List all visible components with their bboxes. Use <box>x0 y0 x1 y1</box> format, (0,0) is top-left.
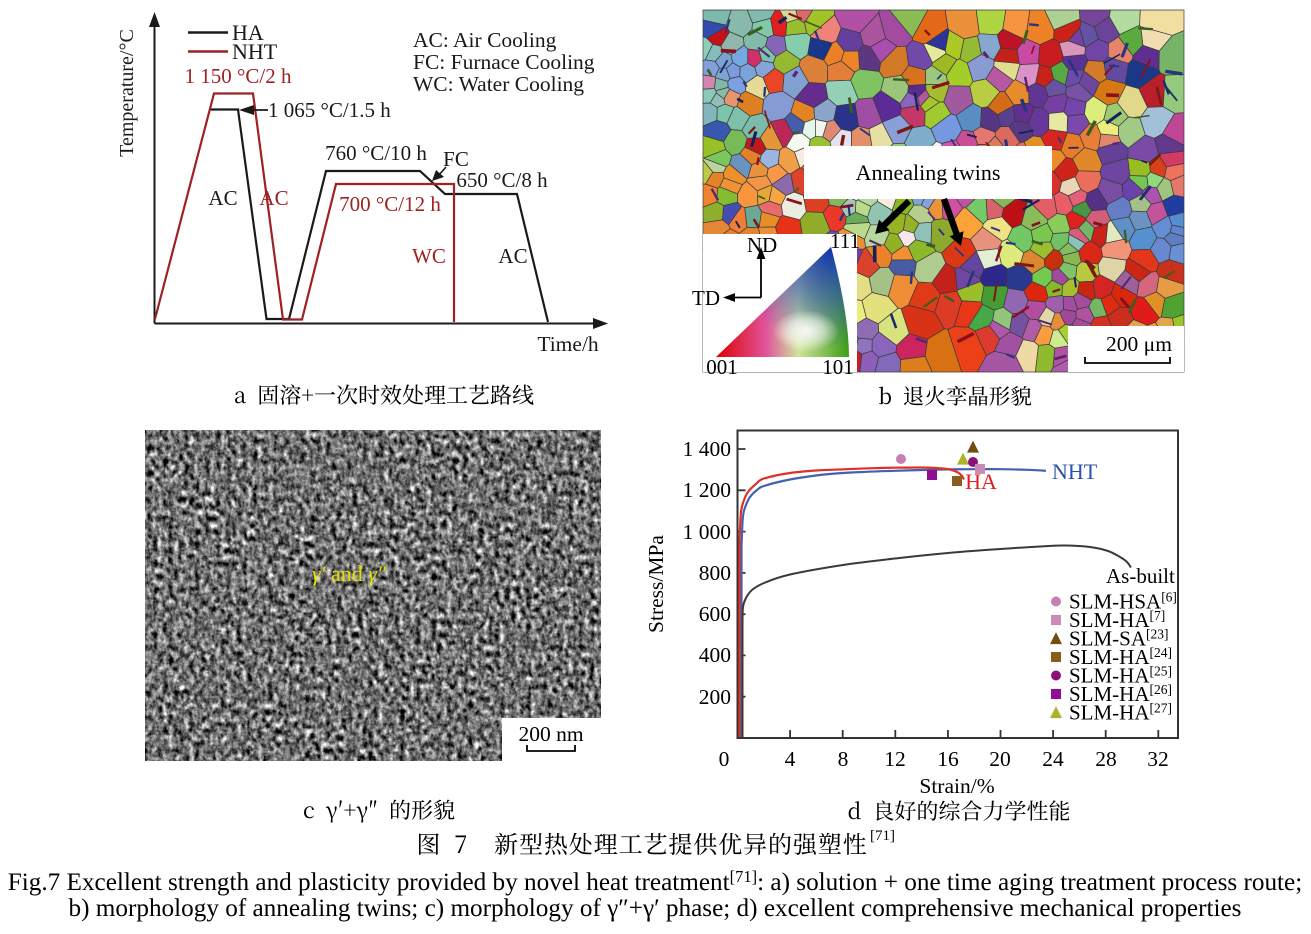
svg-text:AC: AC <box>259 186 288 210</box>
svg-text:FC: FC <box>443 147 469 171</box>
svg-text:200 μm: 200 μm <box>1106 332 1172 356</box>
svg-text:16: 16 <box>937 747 959 771</box>
svg-text:ND: ND <box>747 233 777 257</box>
svg-text:700 °C/12 h: 700 °C/12 h <box>339 192 441 216</box>
svg-text:001: 001 <box>706 355 738 379</box>
svg-text:γ′ and γ″: γ′ and γ″ <box>312 561 387 586</box>
svg-text:800: 800 <box>699 561 731 585</box>
svg-text:32: 32 <box>1147 747 1169 771</box>
svg-text:1 400: 1 400 <box>683 437 731 461</box>
svg-text:1 065 °C/1.5 h: 1 065 °C/1.5 h <box>268 98 391 122</box>
svg-text:WC: Water Cooling: WC: Water Cooling <box>413 72 584 96</box>
svg-text:WC: WC <box>412 244 446 268</box>
svg-text:SLM-HA[7]: SLM-HA[7] <box>1069 608 1165 632</box>
svg-text:4: 4 <box>785 747 796 771</box>
svg-text:HA: HA <box>232 20 264 45</box>
svg-text:400: 400 <box>699 643 731 667</box>
svg-text:HA: HA <box>965 469 997 494</box>
svg-text:600: 600 <box>699 602 731 626</box>
svg-text:AC: AC <box>498 244 527 268</box>
svg-text:0: 0 <box>719 747 730 771</box>
svg-text:200: 200 <box>699 685 731 709</box>
svg-text:FC: Furnace Cooling: FC: Furnace Cooling <box>413 50 595 74</box>
svg-text:Temperature/°C: Temperature/°C <box>116 29 138 157</box>
svg-text:Fig.7 Excellent strength and p: Fig.7 Excellent strength and plasticity … <box>8 867 1302 896</box>
svg-text:NHT: NHT <box>1052 459 1098 484</box>
svg-text:1 000: 1 000 <box>683 520 731 544</box>
svg-text:8: 8 <box>838 747 849 771</box>
svg-text:12: 12 <box>884 747 906 771</box>
svg-text:b) morphology of annealing twi: b) morphology of annealing twins; c) mor… <box>69 895 1242 922</box>
svg-text:760 °C/10 h: 760 °C/10 h <box>325 141 427 165</box>
svg-text:SLM-HA[26]: SLM-HA[26] <box>1069 682 1172 706</box>
svg-text:Time/h: Time/h <box>537 332 599 356</box>
svg-text:SLM-HSA[6]: SLM-HSA[6] <box>1069 590 1177 614</box>
svg-text:NHT: NHT <box>232 39 278 64</box>
svg-text:1 200: 1 200 <box>683 478 731 502</box>
svg-text:AC: Air Cooling: AC: Air Cooling <box>413 28 557 52</box>
svg-text:24: 24 <box>1042 747 1064 771</box>
svg-text:200 nm: 200 nm <box>518 722 583 746</box>
svg-text:20: 20 <box>989 747 1011 771</box>
svg-text:AC: AC <box>208 186 237 210</box>
svg-text:As-built: As-built <box>1106 564 1175 588</box>
svg-text:[71]: [71] <box>870 828 895 844</box>
svg-text:Stress/MPa: Stress/MPa <box>644 535 668 633</box>
svg-text:TD: TD <box>692 286 720 310</box>
svg-text:101: 101 <box>822 355 854 379</box>
svg-text:Annealing twins: Annealing twins <box>856 160 1001 185</box>
svg-text:Strain/%: Strain/% <box>919 774 994 798</box>
svg-text:28: 28 <box>1095 747 1117 771</box>
svg-text:1 150 °C/2 h: 1 150 °C/2 h <box>185 64 292 88</box>
svg-text:111: 111 <box>830 229 860 253</box>
svg-text:650 °C/8 h: 650 °C/8 h <box>456 168 548 192</box>
